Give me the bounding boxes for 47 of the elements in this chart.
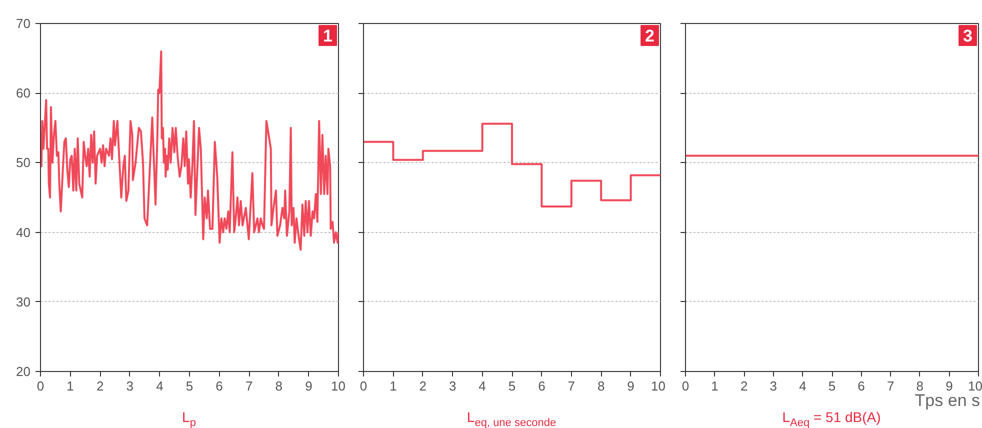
- x-tick-label: 10: [968, 378, 982, 394]
- x-tick-label: 1: [711, 378, 718, 394]
- x-tick-label: 1: [390, 378, 397, 394]
- x-tick-label: 4: [156, 378, 164, 394]
- x-tick-label: 3: [126, 378, 134, 394]
- x-tick-label: 7: [568, 378, 576, 394]
- y-tick-label: 40: [16, 224, 31, 240]
- x-tick-label: 4: [799, 378, 806, 394]
- x-axis-title: L$_{eq, une seconde}$: [466, 408, 558, 428]
- y-tick-label: 70: [16, 16, 31, 31]
- x-tick-label: 9: [946, 378, 953, 394]
- x-tick-label: 2: [96, 378, 104, 394]
- text: Tps en s: [914, 391, 980, 412]
- x-tick-label: 9: [305, 378, 312, 394]
- y-tick-label: 20: [16, 364, 31, 379]
- x-axis-title: L$_{p}$: [181, 408, 197, 428]
- x-tick-label: 8: [597, 378, 605, 394]
- x-tick-label: 6: [858, 378, 865, 394]
- x-axis-title: L$_{Aeq}$ = 51 dB(A): [782, 409, 881, 428]
- x-tick-label: 2: [419, 378, 427, 394]
- x-tick-label: 4: [478, 378, 486, 394]
- x-tick-label: 5: [508, 378, 516, 394]
- chart-title: 1: [323, 26, 333, 46]
- x-tick-label: 2: [740, 378, 748, 394]
- x-tick-label: 1: [66, 378, 74, 394]
- x-tick-label: 6: [216, 378, 223, 394]
- x-tick-label: 8: [275, 378, 283, 394]
- x-tick-label: 7: [245, 378, 253, 394]
- y-tick-label: 50: [16, 155, 31, 170]
- chart-title: 2: [645, 26, 655, 46]
- y-tick-label: 30: [16, 294, 31, 310]
- x-tick-label: 5: [186, 378, 194, 394]
- x-tick-label: 9: [627, 378, 634, 394]
- x-tick-label: 6: [538, 378, 546, 394]
- x-tick-label: 3: [448, 378, 456, 394]
- x-tick-label: 8: [916, 378, 924, 394]
- x-tick-label: 3: [770, 378, 778, 394]
- x-tick-label: 0: [36, 378, 44, 394]
- x-tick-label: 0: [360, 378, 368, 394]
- x-tick-label: 5: [828, 378, 836, 394]
- line-series: [40, 50, 338, 251]
- chart-title: 3: [963, 26, 973, 46]
- x-tick-label: 0: [682, 378, 690, 394]
- x-tick-label: 10: [651, 378, 666, 394]
- y-tick-label: 60: [16, 86, 31, 101]
- x-tick-label: 7: [886, 378, 894, 394]
- x-tick-label: 10: [331, 378, 346, 394]
